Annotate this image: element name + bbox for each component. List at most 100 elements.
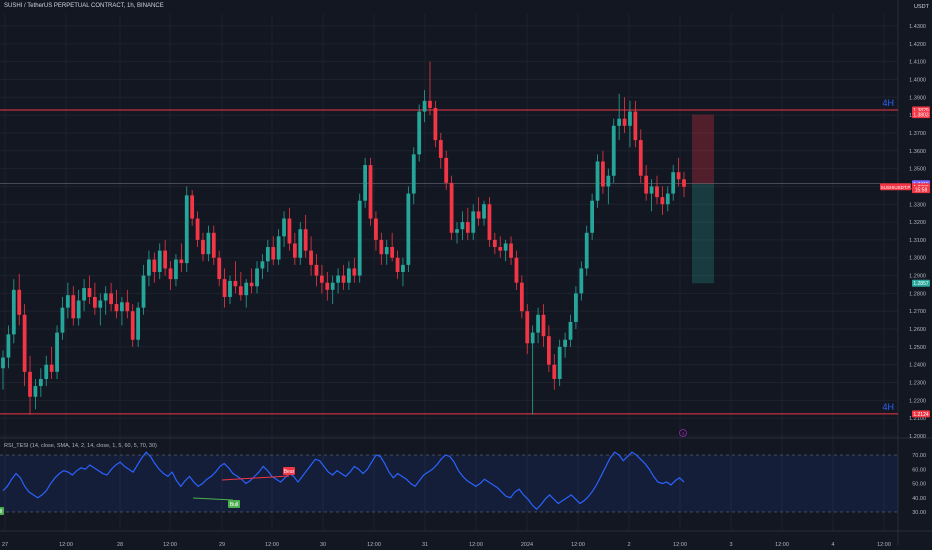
candle-body	[71, 295, 76, 319]
candle-body	[147, 259, 151, 276]
candle-body	[179, 259, 184, 264]
candle-body	[22, 314, 27, 372]
price-axis-tick: 1.4200	[909, 42, 926, 48]
candle-body	[536, 314, 540, 333]
rsi-indicator-title: RSI_TESI (14, close, SMA, 14, 2, 14, clo…	[4, 443, 157, 449]
candle-body	[233, 280, 238, 287]
candle-body	[546, 336, 551, 365]
price-axis-tick: 1.4000	[909, 77, 926, 83]
rsi-axis-tick: 60.00	[912, 467, 926, 473]
candle-body	[44, 364, 49, 379]
divergence-badge	[0, 507, 4, 515]
candle-body	[390, 247, 395, 258]
time-axis-tick: 12:00	[877, 542, 891, 548]
candle-body	[557, 346, 562, 379]
candle-body	[33, 386, 38, 397]
candle-body	[384, 247, 389, 255]
divergence-badge-label: Bull	[0, 509, 2, 515]
candle-body	[633, 111, 638, 141]
candle-body	[671, 172, 676, 194]
candle-body	[325, 282, 330, 290]
candle-body	[76, 300, 81, 319]
price-axis-label-bg	[912, 279, 930, 287]
candle-body	[222, 279, 227, 297]
price-axis-tick: 1.2800	[909, 291, 926, 297]
candle-body	[65, 295, 70, 308]
candle-body	[492, 239, 497, 248]
candle-body	[114, 304, 119, 312]
time-axis-tick: 3	[729, 542, 732, 548]
candle-body	[125, 302, 130, 312]
time-axis-tick: 12:00	[163, 542, 177, 548]
candle-body	[330, 282, 335, 290]
candle-body	[217, 257, 222, 280]
candle-body	[465, 222, 470, 233]
price-axis-label: 1.3829	[913, 108, 929, 114]
candle-body	[271, 247, 276, 260]
candle-body	[87, 288, 92, 297]
candle-body	[190, 195, 195, 219]
time-axis-tick: 4	[831, 542, 834, 548]
candle-body	[55, 332, 59, 372]
candle-body	[422, 100, 427, 112]
candle-body	[525, 311, 530, 344]
candle-body	[319, 275, 324, 283]
divergence-badge	[283, 467, 295, 475]
rsi-line	[2, 451, 685, 510]
time-axis-tick: 2024	[521, 542, 533, 548]
candle-body	[471, 211, 476, 233]
price-axis-tick: 1.3600	[909, 149, 926, 155]
candle-body	[595, 161, 600, 201]
candle-body	[379, 239, 384, 255]
price-axis-tick: 1.2700	[909, 309, 926, 315]
candle-body	[509, 243, 513, 258]
candle-body	[363, 165, 368, 201]
time-axis-tick: 12:00	[265, 542, 279, 548]
candle-body	[579, 268, 584, 294]
time-axis-tick: 12:00	[571, 542, 585, 548]
candle-body	[6, 334, 11, 358]
time-axis-tick: 31	[422, 542, 428, 548]
price-axis-tick: 1.2400	[909, 363, 926, 369]
candle-body	[460, 222, 465, 230]
candle-body	[455, 229, 459, 233]
candle-body	[644, 175, 649, 194]
candle-body	[368, 165, 373, 219]
candle-body	[136, 307, 141, 340]
time-axis-tick: 12:00	[775, 542, 789, 548]
candle-body	[292, 243, 297, 258]
price-axis-tick: 1.3000	[909, 256, 926, 262]
candle-body	[60, 307, 65, 333]
candle-body	[184, 195, 189, 264]
price-axis-tick: 1.2300	[909, 381, 926, 387]
candle-body	[574, 293, 578, 322]
candle-body	[498, 247, 503, 251]
price-axis-tick: 1.2500	[909, 345, 926, 351]
price-axis-tick: 1.3100	[909, 238, 926, 244]
candle-body	[314, 264, 319, 276]
time-axis-tick: 27	[2, 542, 8, 548]
candle-body	[347, 268, 351, 283]
candle-body	[303, 229, 308, 251]
price-axis-tick: 1.2900	[909, 274, 926, 280]
rsi-axis-tick: 70.00	[912, 453, 926, 459]
price-axis-tick: 1.2200	[909, 398, 926, 404]
candle-body	[244, 282, 249, 296]
time-axis-tick: 2	[627, 542, 630, 548]
candle-body	[530, 332, 535, 344]
candle-body	[249, 282, 254, 287]
candle-body	[282, 218, 286, 237]
candle-body	[141, 275, 146, 308]
candle-body	[357, 200, 362, 276]
candle-body	[552, 364, 557, 379]
event-marker-label: 4	[682, 431, 685, 436]
candle-body	[406, 193, 411, 265]
candle-body	[638, 140, 643, 176]
time-axis-tick: 12:00	[673, 542, 687, 548]
candle-body	[449, 182, 454, 233]
price-axis-tick: 1.4300	[909, 24, 926, 30]
candle-body	[606, 175, 611, 187]
price-axis-label: 1.2124	[913, 412, 929, 418]
symbol-tag: SUSHIUSDT.P	[881, 185, 911, 190]
